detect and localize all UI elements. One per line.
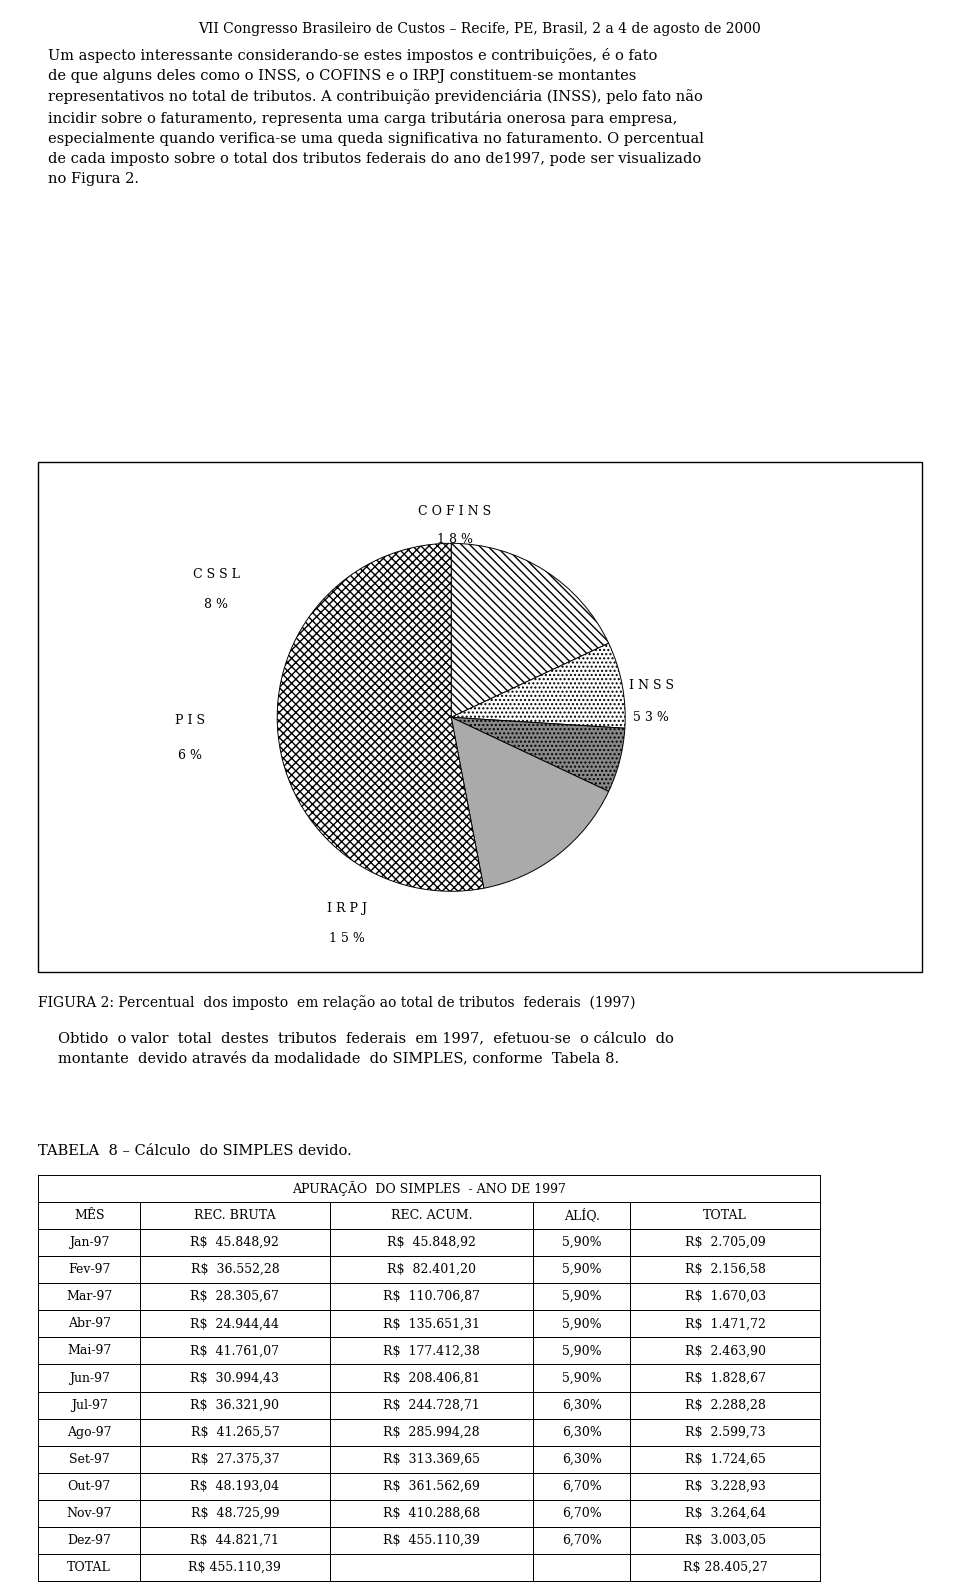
Text: TOTAL: TOTAL (704, 1208, 747, 1223)
Text: R$  48.725,99: R$ 48.725,99 (191, 1506, 279, 1521)
Text: R$  36.321,90: R$ 36.321,90 (190, 1398, 279, 1412)
Text: 1 8 %: 1 8 % (437, 534, 472, 547)
Text: Ago-97: Ago-97 (67, 1425, 111, 1439)
Text: R$  41.265,57: R$ 41.265,57 (190, 1425, 279, 1439)
Text: R$  313.369,65: R$ 313.369,65 (383, 1452, 480, 1466)
Text: 6,70%: 6,70% (562, 1533, 602, 1548)
Text: C O F I N S: C O F I N S (419, 505, 492, 518)
Text: 8 %: 8 % (204, 598, 228, 611)
Text: REC. ACUM.: REC. ACUM. (391, 1208, 472, 1223)
Text: Fev-97: Fev-97 (68, 1262, 110, 1277)
Text: P I S: P I S (175, 714, 205, 727)
Text: R$  1.828,67: R$ 1.828,67 (684, 1371, 765, 1385)
Text: 5,90%: 5,90% (562, 1262, 601, 1277)
Wedge shape (277, 544, 484, 891)
Text: R$  45.848,92: R$ 45.848,92 (387, 1235, 476, 1250)
Text: ALÍQ.: ALÍQ. (564, 1208, 599, 1223)
Text: R$  1.724,65: R$ 1.724,65 (684, 1452, 765, 1466)
Text: R$  410.288,68: R$ 410.288,68 (383, 1506, 480, 1521)
Text: Obtido  o valor  total  destes  tributos  federais  em 1997,  efetuou-se  o cálc: Obtido o valor total destes tributos fed… (58, 1031, 674, 1065)
Wedge shape (451, 644, 625, 728)
Text: R$  110.706,87: R$ 110.706,87 (383, 1290, 480, 1304)
Text: 5,90%: 5,90% (562, 1317, 601, 1331)
Wedge shape (451, 717, 609, 888)
Text: 6,70%: 6,70% (562, 1479, 602, 1494)
Text: R$  36.552,28: R$ 36.552,28 (190, 1262, 279, 1277)
Text: R$  2.156,58: R$ 2.156,58 (684, 1262, 765, 1277)
Text: 5,90%: 5,90% (562, 1235, 601, 1250)
Text: 5,90%: 5,90% (562, 1290, 601, 1304)
Text: MÊS: MÊS (74, 1208, 105, 1223)
Text: 5,90%: 5,90% (562, 1371, 601, 1385)
Text: R$  208.406,81: R$ 208.406,81 (383, 1371, 480, 1385)
Text: Um aspecto interessante considerando-se estes impostos e contribuições, é o fato: Um aspecto interessante considerando-se … (48, 48, 704, 186)
Text: Dez-97: Dez-97 (67, 1533, 111, 1548)
Text: 5,90%: 5,90% (562, 1344, 601, 1358)
Text: R$  82.401,20: R$ 82.401,20 (387, 1262, 476, 1277)
Text: R$  177.412,38: R$ 177.412,38 (383, 1344, 480, 1358)
Text: R$  2.463,90: R$ 2.463,90 (684, 1344, 765, 1358)
Text: R$  24.944,44: R$ 24.944,44 (190, 1317, 279, 1331)
Text: REC. BRUTA: REC. BRUTA (194, 1208, 276, 1223)
Text: 1 5 %: 1 5 % (329, 932, 365, 945)
Text: R$  30.994,43: R$ 30.994,43 (190, 1371, 279, 1385)
Text: C S S L: C S S L (193, 567, 240, 582)
Text: R$  44.821,71: R$ 44.821,71 (190, 1533, 279, 1548)
Text: R$ 28.405,27: R$ 28.405,27 (683, 1561, 767, 1575)
Text: R$  2.599,73: R$ 2.599,73 (684, 1425, 765, 1439)
Text: 6,70%: 6,70% (562, 1506, 602, 1521)
Text: TOTAL: TOTAL (67, 1561, 111, 1575)
Text: R$  27.375,37: R$ 27.375,37 (191, 1452, 279, 1466)
Text: Set-97: Set-97 (69, 1452, 109, 1466)
Text: Mar-97: Mar-97 (66, 1290, 112, 1304)
Text: R$  285.994,28: R$ 285.994,28 (383, 1425, 480, 1439)
Text: 6,30%: 6,30% (562, 1425, 602, 1439)
Text: 6,30%: 6,30% (562, 1452, 602, 1466)
Text: R$  48.193,04: R$ 48.193,04 (190, 1479, 279, 1494)
Text: R$  45.848,92: R$ 45.848,92 (190, 1235, 279, 1250)
Text: R$ 455.110,39: R$ 455.110,39 (188, 1561, 281, 1575)
Text: R$  244.728,71: R$ 244.728,71 (383, 1398, 480, 1412)
Text: Out-97: Out-97 (67, 1479, 110, 1494)
Text: Jul-97: Jul-97 (71, 1398, 108, 1412)
Text: Mai-97: Mai-97 (67, 1344, 111, 1358)
Text: R$  41.761,07: R$ 41.761,07 (190, 1344, 279, 1358)
Text: Abr-97: Abr-97 (68, 1317, 110, 1331)
Text: 5 3 %: 5 3 % (634, 711, 669, 724)
Text: R$  3.228,93: R$ 3.228,93 (684, 1479, 765, 1494)
Text: R$  2.705,09: R$ 2.705,09 (684, 1235, 765, 1250)
Text: R$  3.264,64: R$ 3.264,64 (684, 1506, 766, 1521)
Text: TABELA  8 – Cálculo  do SIMPLES devido.: TABELA 8 – Cálculo do SIMPLES devido. (38, 1144, 352, 1157)
Text: R$  455.110,39: R$ 455.110,39 (383, 1533, 480, 1548)
Text: I R P J: I R P J (326, 902, 367, 915)
Text: Jan-97: Jan-97 (69, 1235, 109, 1250)
Text: R$  135.651,31: R$ 135.651,31 (383, 1317, 480, 1331)
Text: 6,30%: 6,30% (562, 1398, 602, 1412)
Text: R$  3.003,05: R$ 3.003,05 (684, 1533, 766, 1548)
Text: APURAÇÃO  DO SIMPLES  - ANO DE 1997: APURAÇÃO DO SIMPLES - ANO DE 1997 (292, 1181, 566, 1196)
Wedge shape (451, 717, 625, 791)
Text: R$  2.288,28: R$ 2.288,28 (684, 1398, 765, 1412)
Text: R$  361.562,69: R$ 361.562,69 (383, 1479, 480, 1494)
Text: 6 %: 6 % (179, 749, 203, 762)
Text: R$  1.670,03: R$ 1.670,03 (684, 1290, 766, 1304)
Text: I N S S: I N S S (629, 679, 674, 692)
Text: R$  28.305,67: R$ 28.305,67 (190, 1290, 279, 1304)
Text: Nov-97: Nov-97 (66, 1506, 112, 1521)
Text: VII Congresso Brasileiro de Custos – Recife, PE, Brasil, 2 a 4 de agosto de 2000: VII Congresso Brasileiro de Custos – Rec… (199, 22, 761, 35)
Text: FIGURA 2: Percentual  dos imposto  em relação ao total de tributos  federais  (1: FIGURA 2: Percentual dos imposto em rela… (38, 995, 636, 1011)
Wedge shape (451, 544, 609, 717)
Text: R$  1.471,72: R$ 1.471,72 (684, 1317, 765, 1331)
Text: Jun-97: Jun-97 (69, 1371, 109, 1385)
